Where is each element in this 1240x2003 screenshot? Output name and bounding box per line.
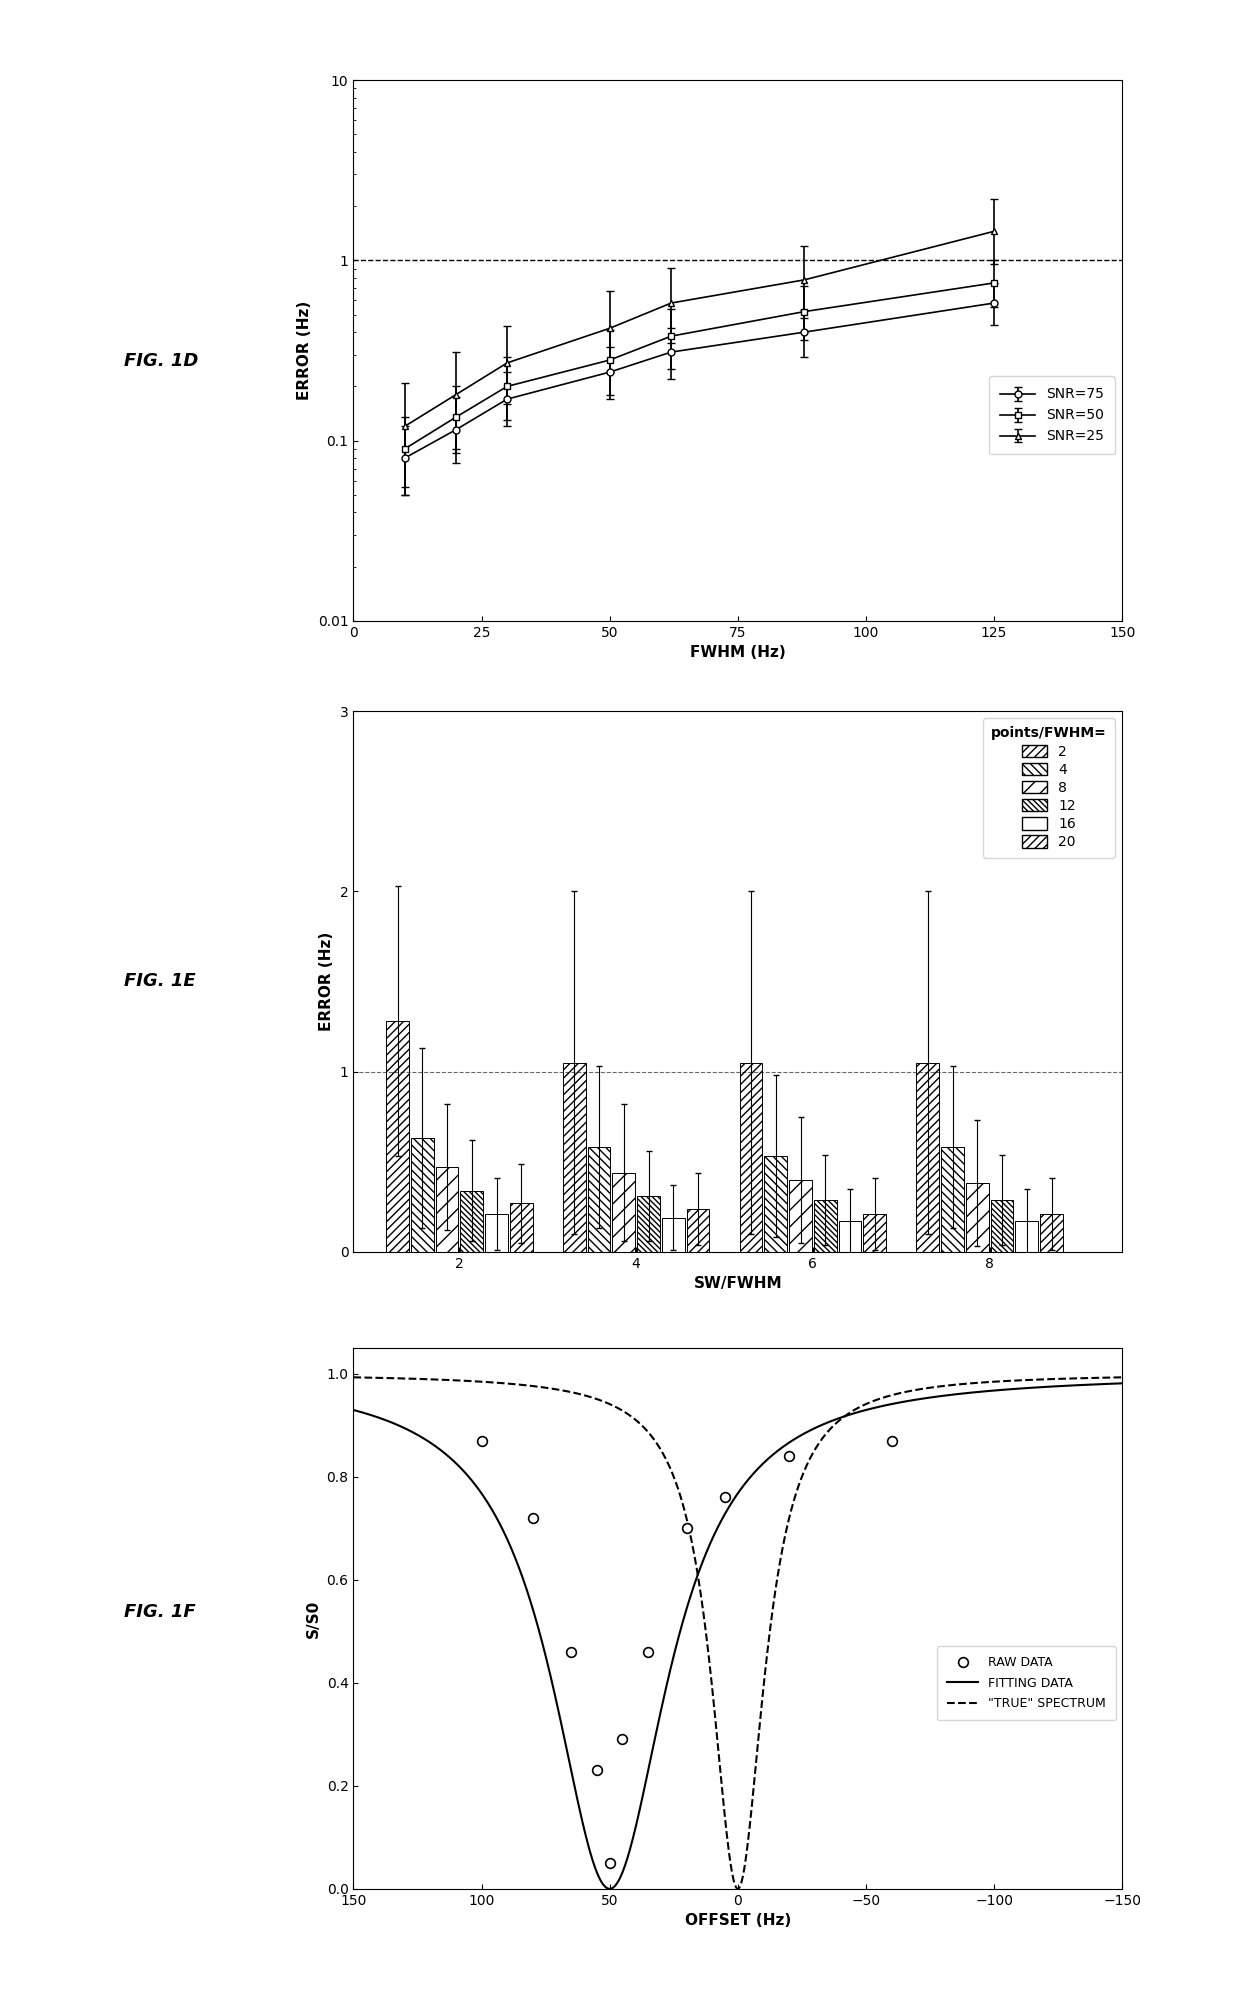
RAW DATA [641, 1640, 656, 1664]
Text: FIG. 1D: FIG. 1D [124, 353, 198, 369]
"TRUE" SPECTRUM [346, 1366, 361, 1390]
"TRUE" SPECTRUM [874, 1386, 889, 1410]
"TRUE" SPECTRUM [946, 1372, 961, 1396]
FITTING DATA [603, 1877, 618, 1901]
Y-axis label: S/S0: S/S0 [306, 1598, 321, 1638]
Bar [991, 1200, 1013, 1252]
FITTING DATA [946, 1382, 961, 1406]
Bar [1016, 1222, 1038, 1252]
Bar [863, 1214, 887, 1252]
RAW DATA [884, 1428, 899, 1452]
RAW DATA [589, 1759, 604, 1783]
Legend: 2, 4, 8, 12, 16, 20: 2, 4, 8, 12, 16, 20 [983, 717, 1115, 857]
Bar [838, 1222, 862, 1252]
Bar [941, 1148, 963, 1252]
X-axis label: FWHM (Hz): FWHM (Hz) [689, 645, 786, 661]
Bar [662, 1218, 684, 1252]
RAW DATA [603, 1851, 618, 1875]
FITTING DATA [424, 1432, 439, 1456]
Bar [637, 1196, 660, 1252]
FITTING DATA [960, 1380, 975, 1404]
Bar [563, 1062, 585, 1252]
Bar [813, 1200, 837, 1252]
Bar [789, 1180, 812, 1252]
Line: "TRUE" SPECTRUM: "TRUE" SPECTRUM [353, 1378, 1122, 1889]
Line: FITTING DATA: FITTING DATA [353, 1384, 1122, 1889]
"TRUE" SPECTRUM [960, 1372, 975, 1396]
"TRUE" SPECTRUM [684, 1530, 699, 1554]
RAW DATA [781, 1444, 796, 1468]
Bar [764, 1156, 787, 1252]
"TRUE" SPECTRUM [424, 1368, 439, 1392]
Bar [460, 1190, 484, 1252]
Bar [916, 1062, 939, 1252]
RAW DATA [564, 1640, 579, 1664]
Legend: RAW DATA, FITTING DATA, "TRUE" SPECTRUM: RAW DATA, FITTING DATA, "TRUE" SPECTRUM [937, 1646, 1116, 1721]
RAW DATA [615, 1727, 630, 1751]
Y-axis label: ERROR (Hz): ERROR (Hz) [298, 300, 312, 401]
Line: RAW DATA: RAW DATA [476, 1436, 897, 1869]
"TRUE" SPECTRUM [1115, 1366, 1130, 1390]
Legend: SNR=75, SNR=50, SNR=25: SNR=75, SNR=50, SNR=25 [990, 377, 1115, 455]
Text: FIG. 1E: FIG. 1E [124, 973, 196, 989]
Bar [485, 1214, 508, 1252]
X-axis label: OFFSET (Hz): OFFSET (Hz) [684, 1913, 791, 1929]
Bar [588, 1148, 610, 1252]
Text: FIG. 1F: FIG. 1F [124, 1604, 196, 1620]
Bar [966, 1184, 988, 1252]
FITTING DATA [346, 1398, 361, 1422]
Bar [687, 1208, 709, 1252]
RAW DATA [474, 1428, 489, 1452]
Bar [510, 1204, 533, 1252]
"TRUE" SPECTRUM [657, 1444, 672, 1468]
RAW DATA [718, 1486, 733, 1510]
Bar [1040, 1214, 1063, 1252]
Bar [740, 1062, 763, 1252]
Bar [410, 1138, 434, 1252]
Y-axis label: ERROR (Hz): ERROR (Hz) [319, 931, 334, 1032]
Bar [613, 1172, 635, 1252]
FITTING DATA [686, 1576, 701, 1600]
Bar [435, 1168, 459, 1252]
FITTING DATA [874, 1394, 889, 1418]
RAW DATA [526, 1506, 541, 1530]
RAW DATA [680, 1516, 694, 1540]
X-axis label: SW/FWHM: SW/FWHM [693, 1276, 782, 1292]
FITTING DATA [1115, 1372, 1130, 1396]
Bar [386, 1022, 409, 1252]
"TRUE" SPECTRUM [730, 1877, 745, 1901]
FITTING DATA [657, 1681, 672, 1705]
